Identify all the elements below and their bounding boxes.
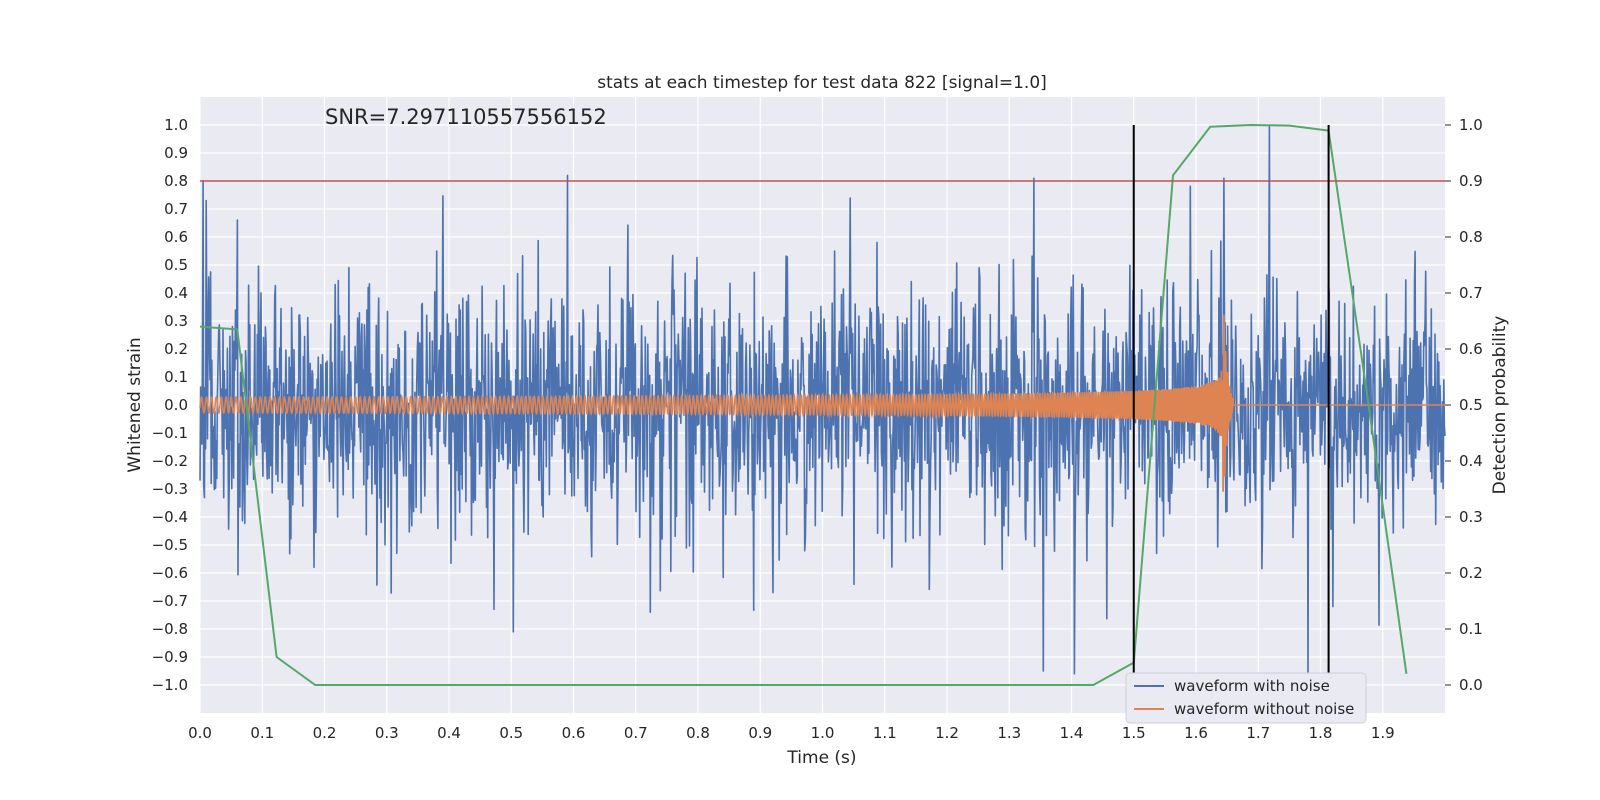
- y-tick-label: 1.0: [164, 116, 188, 134]
- x-tick-label: 1.4: [1060, 724, 1084, 742]
- y-tick-label: 0.1: [164, 368, 188, 386]
- y2-tick-label: 0.0: [1459, 676, 1483, 694]
- y-tick-label: −0.2: [152, 452, 188, 470]
- y2-tick-label: 0.8: [1459, 228, 1483, 246]
- x-tick-label: 1.6: [1184, 724, 1208, 742]
- chart-title: stats at each timestep for test data 822…: [597, 73, 1047, 93]
- y-tick-label: 0.9: [164, 144, 188, 162]
- x-tick-label: 0.8: [686, 724, 710, 742]
- y-tick-labels: 1.0 0.9 0.8 0.7 0.6 0.5 0.4 0.3 0.2 0.1 0.0 −0.1 −0.…: [152, 116, 188, 694]
- y2-tick-label: 0.9: [1459, 172, 1483, 190]
- y-tick-label: 0.5: [164, 256, 188, 274]
- x-tick-label: 1.0: [811, 724, 835, 742]
- legend-box: [1125, 672, 1367, 724]
- x-tick-labels: 0.0 0.1 0.2 0.3 0.4 0.5 0.6 0.7 0.8 0.9 1.0 1.1 1.2 1…: [188, 724, 1395, 742]
- y-tick-label: −0.4: [152, 508, 188, 526]
- x-tick-label: 1.7: [1246, 724, 1270, 742]
- y-tick-label: 0.6: [164, 228, 188, 246]
- y-tick-label: 0.0: [164, 396, 188, 414]
- y-tick-label: −0.8: [152, 620, 188, 638]
- y2-axis-label: Detection probability: [1490, 316, 1510, 495]
- y-axis-label: Whitened strain: [125, 337, 145, 472]
- snr-annotation: SNR=7.297110557556152: [325, 105, 607, 129]
- x-tick-label: 0.5: [499, 724, 523, 742]
- x-tick-label: 0.0: [188, 724, 212, 742]
- legend-label-noise: waveform with noise: [1174, 677, 1330, 695]
- y-tick-label: −1.0: [152, 676, 188, 694]
- legend-label-clean: waveform without noise: [1174, 700, 1354, 718]
- y-tick-label: −0.6: [152, 564, 188, 582]
- series-detection-probability: [199, 123, 1408, 686]
- y2-tick-label: 0.5: [1459, 396, 1483, 414]
- y2-tick-label: 0.6: [1459, 340, 1483, 358]
- y2-tick-label: 0.4: [1459, 452, 1483, 470]
- y-tick-label: −0.7: [152, 592, 188, 610]
- x-tick-label: 1.5: [1122, 724, 1146, 742]
- y-tick-label: −0.5: [152, 536, 188, 554]
- x-tick-label: 0.4: [437, 724, 461, 742]
- y-tick-label: −0.1: [152, 424, 188, 442]
- y2-tick-label: 0.3: [1459, 508, 1483, 526]
- series-waveform-with-noise: [199, 124, 1446, 683]
- y-tick-label: 0.7: [164, 200, 188, 218]
- x-tick-label: 0.1: [250, 724, 274, 742]
- y-tick-label: −0.9: [152, 648, 188, 666]
- series-layer: [199, 123, 1446, 686]
- legend: waveform with noise waveform without noi…: [1125, 672, 1367, 724]
- x-tick-label: 0.2: [313, 724, 337, 742]
- x-tick-label: 1.2: [935, 724, 959, 742]
- x-tick-label: 1.8: [1309, 724, 1333, 742]
- y2-tick-label: 1.0: [1459, 116, 1483, 134]
- y-tick-label: 0.2: [164, 340, 188, 358]
- x-tick-label: 1.1: [873, 724, 897, 742]
- series-waveform-without-noise: [199, 314, 1445, 492]
- y-tick-label: 0.4: [164, 284, 188, 302]
- x-tick-label: 0.9: [748, 724, 772, 742]
- y-tick-label: 0.8: [164, 172, 188, 190]
- marker-layer: [200, 125, 1445, 685]
- x-tick-label: 0.7: [624, 724, 648, 742]
- x-tick-label: 0.6: [562, 724, 586, 742]
- y-tick-label: −0.3: [152, 480, 188, 498]
- y2-tick-label: 0.2: [1459, 564, 1483, 582]
- y2-tick-labels: 1.0 0.9 0.8 0.7 0.6 0.5 0.4 0.3 0.2 0.1 0.0: [1445, 116, 1483, 694]
- y2-tick-label: 0.1: [1459, 620, 1483, 638]
- x-axis-label: Time (s): [786, 748, 856, 768]
- x-tick-label: 1.9: [1371, 724, 1395, 742]
- y2-tick-label: 0.7: [1459, 284, 1483, 302]
- x-tick-label: 0.3: [375, 724, 399, 742]
- y-tick-label: 0.3: [164, 312, 188, 330]
- x-tick-label: 1.3: [997, 724, 1021, 742]
